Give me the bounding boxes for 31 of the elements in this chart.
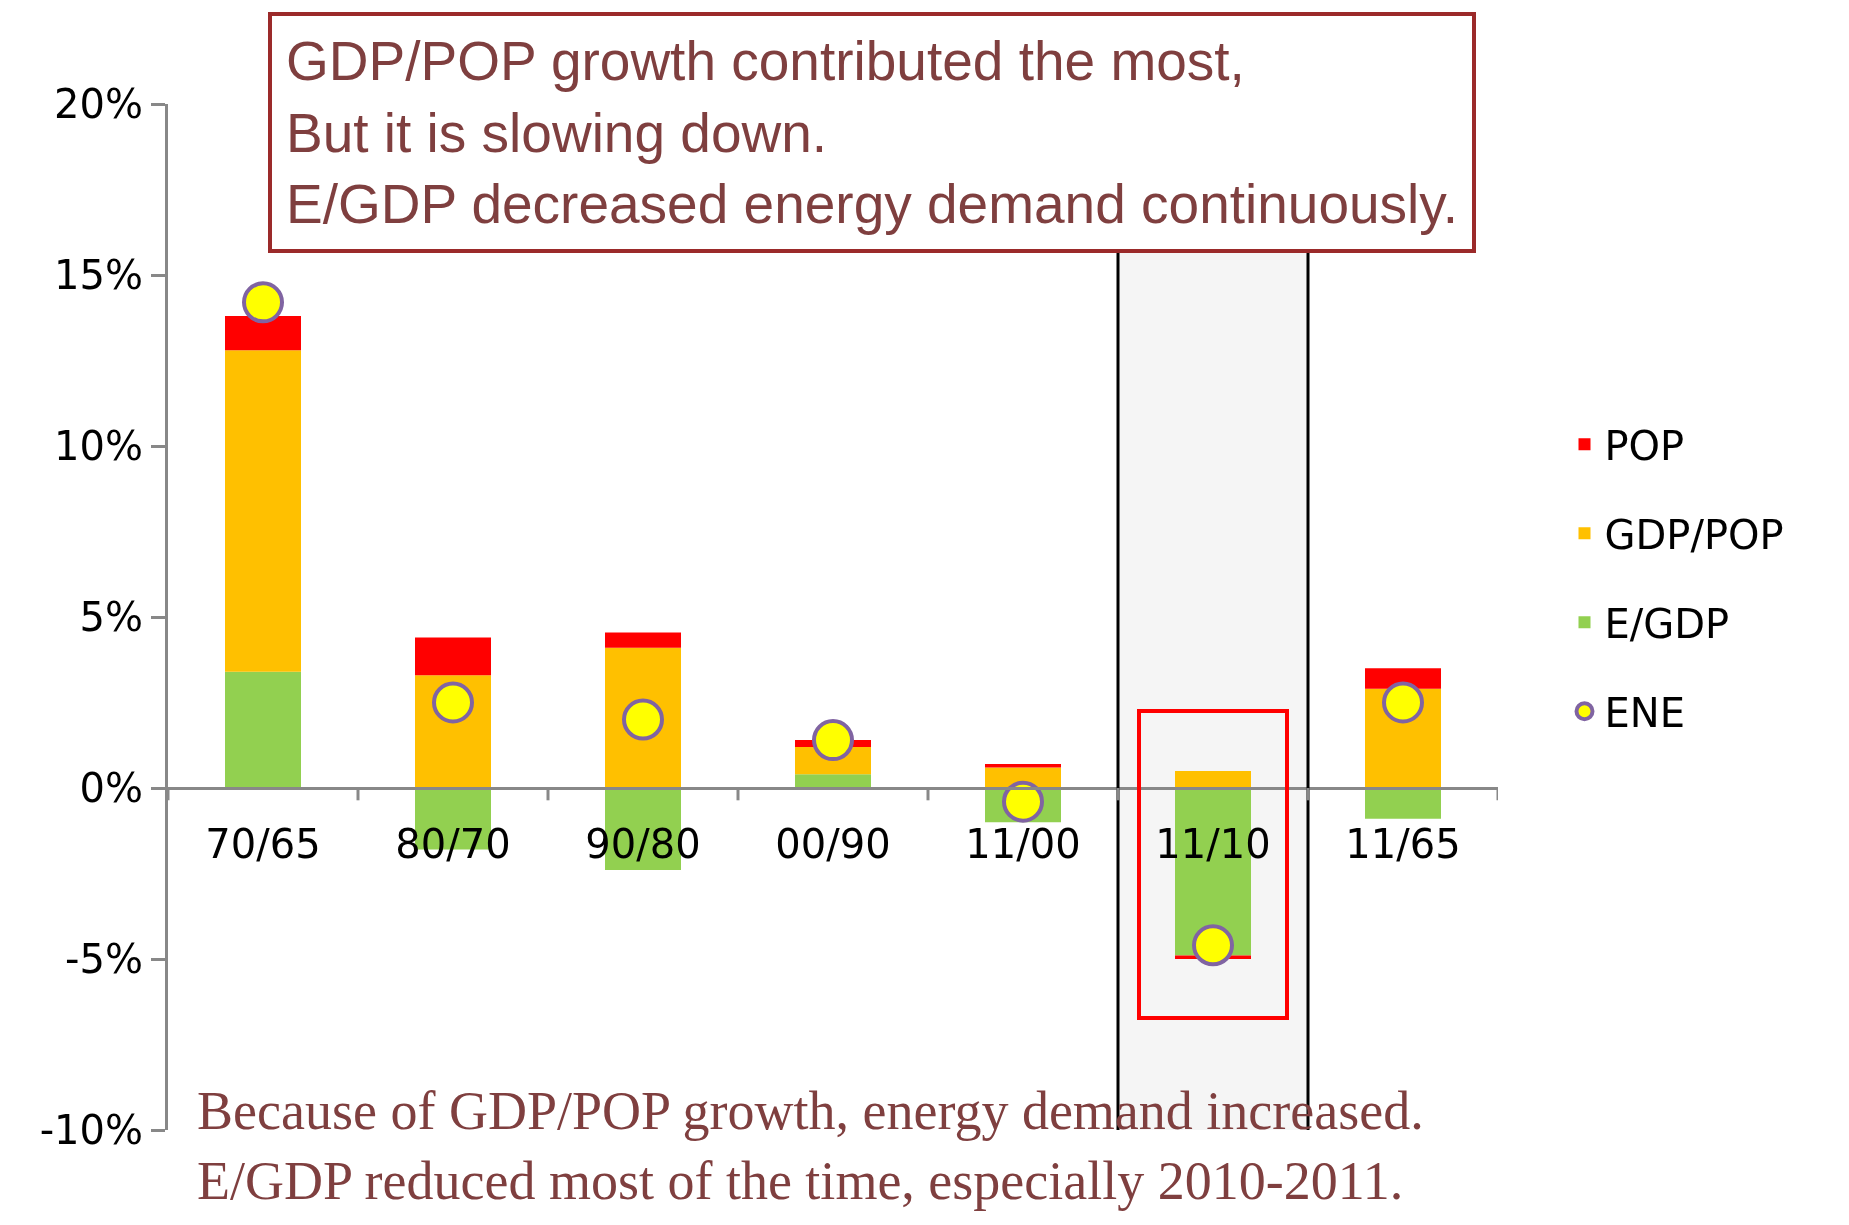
x-tick-label: 00/90 (775, 821, 891, 867)
y-tick-label: 20% (54, 81, 143, 127)
point (1002, 780, 1044, 823)
bar (605, 632, 681, 648)
x-tick-label: 11/65 (1345, 821, 1461, 867)
y-tick-label: 15% (54, 252, 143, 298)
y-tick-label: 0% (79, 765, 143, 811)
legend-label: ENE (1604, 689, 1685, 736)
y-tick-label: 5% (79, 594, 143, 640)
legend-label: POP (1604, 422, 1685, 469)
annotation: GDP/POP growth contributed the most, But it is slowing down. E/GDP decreased energy demand continuously. (286, 30, 1458, 235)
y-tick-label: -10% (39, 1107, 143, 1153)
x-tick-label: 11/00 (965, 821, 1081, 867)
y-tick-label: -5% (65, 936, 143, 982)
bar (415, 637, 491, 676)
x-tick-label: 70/65 (205, 821, 321, 867)
bar (795, 774, 871, 788)
legend-label: E/GDP (1604, 600, 1730, 647)
point (432, 681, 474, 724)
bar (225, 350, 301, 672)
y-tick-label: 10% (54, 423, 143, 469)
legend-label: GDP/POP (1604, 511, 1784, 558)
bar (1175, 770, 1251, 788)
point (1382, 681, 1424, 724)
x-tick-label: 80/70 (395, 821, 511, 867)
bar (1365, 788, 1441, 819)
point (812, 719, 854, 762)
bar (225, 671, 301, 788)
point (1192, 924, 1234, 967)
point (242, 281, 284, 324)
bar (225, 316, 301, 351)
